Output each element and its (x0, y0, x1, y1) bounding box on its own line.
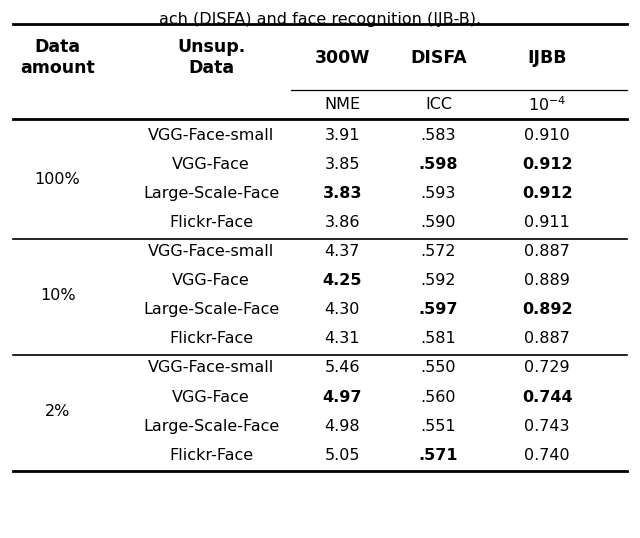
Text: NME: NME (324, 97, 360, 112)
Text: 4.98: 4.98 (324, 419, 360, 434)
Text: DISFA: DISFA (410, 48, 467, 67)
Text: ach (DISFA) and face recognition (IJB-B).: ach (DISFA) and face recognition (IJB-B)… (159, 12, 481, 27)
Text: VGG-Face-small: VGG-Face-small (148, 244, 275, 259)
Text: .581: .581 (420, 331, 456, 346)
Text: 5.46: 5.46 (324, 360, 360, 376)
Text: 0.887: 0.887 (524, 331, 570, 346)
Text: 0.911: 0.911 (524, 215, 570, 230)
Text: 0.743: 0.743 (524, 419, 570, 434)
Text: 3.85: 3.85 (324, 157, 360, 172)
Text: 0.910: 0.910 (524, 128, 570, 143)
Text: 4.37: 4.37 (324, 244, 360, 259)
Text: .593: .593 (420, 186, 456, 201)
Text: .550: .550 (420, 360, 456, 376)
Text: .571: .571 (419, 448, 458, 463)
Text: 4.31: 4.31 (324, 331, 360, 346)
Text: 0.740: 0.740 (524, 448, 570, 463)
Text: VGG-Face: VGG-Face (172, 273, 250, 288)
Text: Flickr-Face: Flickr-Face (169, 331, 253, 346)
Text: VGG-Face: VGG-Face (172, 390, 250, 405)
Text: 0.744: 0.744 (522, 390, 573, 405)
Text: Unsup.
Data: Unsup. Data (177, 38, 245, 77)
Text: .598: .598 (419, 157, 458, 172)
Text: VGG-Face: VGG-Face (172, 157, 250, 172)
Text: .583: .583 (420, 128, 456, 143)
Text: 4.97: 4.97 (323, 390, 362, 405)
Text: $10^{-4}$: $10^{-4}$ (528, 96, 566, 114)
Text: 0.912: 0.912 (522, 186, 573, 201)
Text: .560: .560 (420, 390, 456, 405)
Text: 4.25: 4.25 (323, 273, 362, 288)
Text: 0.912: 0.912 (522, 157, 573, 172)
Text: Flickr-Face: Flickr-Face (169, 215, 253, 230)
Text: Data
amount: Data amount (20, 38, 95, 77)
Text: 0.729: 0.729 (524, 360, 570, 376)
Text: .551: .551 (420, 419, 456, 434)
Text: 0.889: 0.889 (524, 273, 570, 288)
Text: IJBB: IJBB (527, 48, 567, 67)
Text: 3.91: 3.91 (324, 128, 360, 143)
Text: 4.30: 4.30 (324, 302, 360, 317)
Text: Flickr-Face: Flickr-Face (169, 448, 253, 463)
Text: 5.05: 5.05 (324, 448, 360, 463)
Text: 100%: 100% (35, 172, 81, 187)
Text: 10%: 10% (40, 288, 76, 303)
Text: .572: .572 (420, 244, 456, 259)
Text: .592: .592 (420, 273, 456, 288)
Text: 0.887: 0.887 (524, 244, 570, 259)
Text: Large-Scale-Face: Large-Scale-Face (143, 186, 279, 201)
Text: 2%: 2% (45, 404, 70, 419)
Text: 300W: 300W (315, 48, 370, 67)
Text: 0.892: 0.892 (522, 302, 573, 317)
Text: Large-Scale-Face: Large-Scale-Face (143, 302, 279, 317)
Text: VGG-Face-small: VGG-Face-small (148, 360, 275, 376)
Text: 3.83: 3.83 (323, 186, 362, 201)
Text: Large-Scale-Face: Large-Scale-Face (143, 419, 279, 434)
Text: 3.86: 3.86 (324, 215, 360, 230)
Text: .597: .597 (419, 302, 458, 317)
Text: .590: .590 (420, 215, 456, 230)
Text: VGG-Face-small: VGG-Face-small (148, 128, 275, 143)
Text: ICC: ICC (425, 97, 452, 112)
